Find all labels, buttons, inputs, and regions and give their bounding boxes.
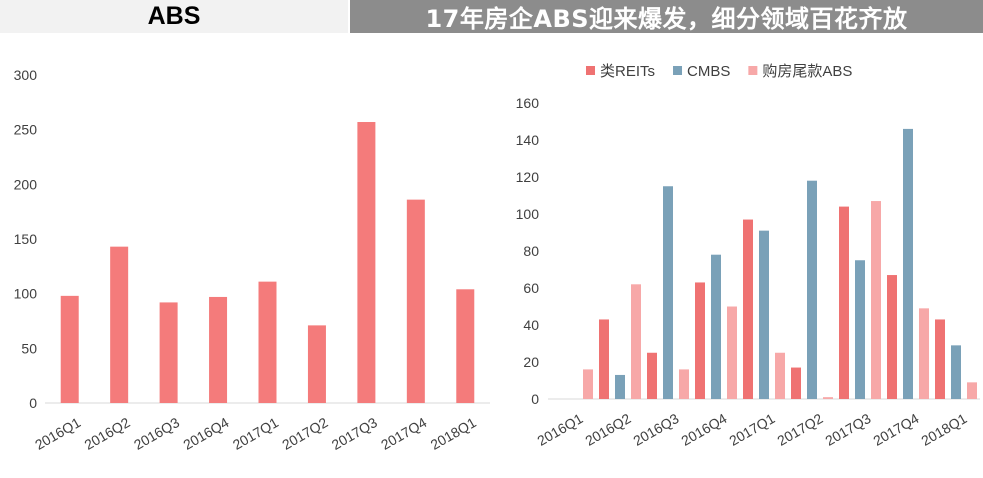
chart2-bar <box>695 282 705 399</box>
chart1-category-label: 2016Q2 <box>82 414 133 453</box>
chart1-bar <box>456 289 475 403</box>
chart1-bar <box>209 296 228 403</box>
chart2-category-label: 2017Q3 <box>822 410 873 449</box>
chart2-category-label: 2018Q1 <box>918 410 969 449</box>
chart2-bar <box>951 345 961 399</box>
chart2-bar <box>679 369 689 399</box>
chart1-category-label: 2017Q3 <box>329 414 380 453</box>
chart2-ytick-label: 0 <box>531 391 539 407</box>
chart1-group: 0 50 100 150 200 250 300 2016Q12016Q22016Q32016… <box>14 67 490 453</box>
chart1-ytick-label: 150 <box>14 231 38 247</box>
chart2-legend-label: CMBS <box>687 63 730 80</box>
chart2-bar <box>855 260 865 399</box>
chart1-ytick-label: 250 <box>14 122 38 138</box>
chart1-bar <box>357 122 376 403</box>
chart2-bar <box>823 397 833 399</box>
chart2-bar <box>871 201 881 399</box>
chart2-category-label: 2016Q4 <box>678 410 729 449</box>
chart1-category-label: 2016Q1 <box>32 414 83 453</box>
chart1-ytick-label: 200 <box>14 176 38 192</box>
chart1-ytick-label: 100 <box>14 286 38 302</box>
chart2-bar <box>967 382 977 399</box>
chart1-ytick-label: 300 <box>14 67 38 83</box>
chart2-category-label: 2017Q4 <box>870 410 921 449</box>
chart2-legend-swatch <box>586 66 595 75</box>
chart2-ytick-label: 100 <box>516 206 540 222</box>
chart2-ytick-label: 140 <box>516 132 540 148</box>
chart2-category-label: 2016Q1 <box>534 410 585 449</box>
chart1-bar <box>406 199 425 403</box>
chart2-bar <box>775 352 785 399</box>
chart2-bar <box>791 367 801 399</box>
chart2-bar <box>743 219 753 399</box>
chart2-bar <box>759 230 769 399</box>
chart2-legend-swatch <box>748 66 758 75</box>
chart1-ytick-label: 50 <box>21 340 37 356</box>
chart1-bar <box>307 325 326 403</box>
chart2-bar <box>727 306 737 399</box>
chart1-category-label: 2016Q4 <box>180 414 231 453</box>
chart1-bar <box>60 295 79 403</box>
chart2-bar <box>711 254 721 399</box>
header-left-bar <box>0 0 348 33</box>
chart2-bar <box>583 369 593 399</box>
chart2-bar <box>887 275 897 399</box>
chart2-bar <box>615 374 625 399</box>
chart2-bar <box>599 319 609 399</box>
chart2-bar <box>631 284 641 399</box>
chart2-bar <box>839 206 849 399</box>
chart2-ytick-label: 160 <box>516 95 540 111</box>
chart2-bar <box>663 186 673 399</box>
chart2-bar <box>919 308 929 399</box>
chart1-category-label: 2018Q1 <box>428 414 479 453</box>
chart2-category-label: 2017Q1 <box>726 410 777 449</box>
chart2-bar <box>647 352 657 399</box>
chart1-category-label: 2017Q2 <box>279 414 330 453</box>
chart1-ytick-label: 0 <box>29 395 37 411</box>
chart2-legend-label: 类REITs <box>600 63 655 80</box>
chart2-ytick-label: 20 <box>523 354 539 370</box>
chart2-legend-swatch <box>673 66 683 75</box>
chart2-bar <box>935 319 945 399</box>
chart2-ytick-label: 60 <box>523 280 539 296</box>
chart2-category-label: 2016Q3 <box>630 410 681 449</box>
chart2-legend-label: 购房尾款ABS <box>762 63 852 80</box>
chart1-bar <box>110 246 129 403</box>
chart1-category-label: 2017Q4 <box>378 414 429 453</box>
chart1-bar <box>159 302 178 403</box>
right-header-title: 17年房企ABS迎来爆发，细分领域百花齐放 <box>350 0 983 33</box>
chart1-category-label: 2017Q1 <box>230 414 281 453</box>
chart2-group: 0204060801001201401602016Q12016Q22016Q32… <box>516 63 980 449</box>
chart2-category-label: 2017Q2 <box>774 410 825 449</box>
left-header-title: ABS <box>147 2 201 30</box>
chart2-ytick-label: 40 <box>523 317 539 333</box>
chart2-bar <box>807 180 817 399</box>
chart2-bar <box>903 128 913 399</box>
chart2-ytick-label: 80 <box>523 243 539 259</box>
chart1-bar <box>258 281 277 403</box>
chart2-ytick-label: 120 <box>516 169 540 185</box>
chart1-category-label: 2016Q3 <box>131 414 182 453</box>
chart2-category-label: 2016Q2 <box>582 410 633 449</box>
